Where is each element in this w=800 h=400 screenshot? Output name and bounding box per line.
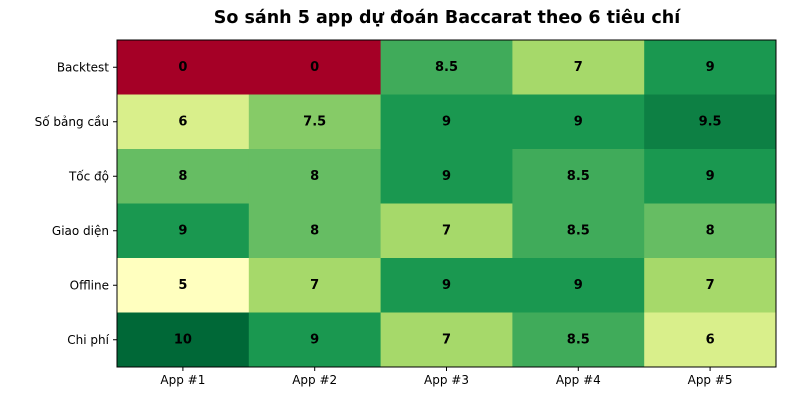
heatmap-cell	[644, 94, 777, 150]
y-tick-label: Backtest	[57, 60, 109, 74]
heatmap-cell	[117, 149, 250, 204]
cell-value-label: 9	[442, 169, 451, 184]
y-tick-label: Giao diện	[52, 224, 109, 238]
cell-value-label: 9	[706, 169, 715, 184]
heatmap-cell	[380, 149, 513, 204]
cell-value-label: 7	[706, 278, 715, 293]
y-tick-label: Chi phí	[67, 333, 109, 347]
heatmap-cell	[117, 312, 250, 368]
heatmap-cell	[248, 258, 382, 313]
heatmap-cell	[380, 258, 513, 313]
cell-value-label: 9	[574, 114, 583, 129]
cell-value-label: 9	[442, 114, 451, 129]
cell-value-label: 9	[442, 278, 451, 293]
heatmap-cell	[512, 149, 645, 204]
cell-value-label: 8.5	[435, 60, 458, 75]
cell-value-label: 9.5	[699, 114, 722, 129]
heatmap-cell	[380, 312, 513, 368]
cell-value-label: 9	[178, 223, 187, 238]
cell-value-label: 7.5	[303, 114, 326, 129]
cell-value-label: 7	[574, 60, 583, 75]
heatmap-cell	[644, 40, 777, 95]
heatmap-cell	[512, 258, 645, 313]
heatmap-cell	[512, 203, 645, 259]
x-tick-label: App #4	[556, 373, 601, 387]
x-tick-label: App #2	[292, 373, 337, 387]
cell-value-label: 8	[310, 169, 319, 184]
heatmap-cell	[248, 149, 382, 204]
cell-value-label: 9	[706, 60, 715, 75]
heatmap-cell	[380, 203, 513, 259]
x-tick-label: App #3	[424, 373, 469, 387]
heatmap-cell	[380, 94, 513, 150]
y-tick-label: Số bảng cầu	[35, 115, 109, 129]
cell-value-label: 6	[706, 332, 715, 347]
cell-value-label: 8	[310, 223, 319, 238]
cell-value-label: 8.5	[567, 223, 590, 238]
x-tick-label: App #5	[688, 373, 733, 387]
cell-value-label: 7	[310, 278, 319, 293]
cell-value-label: 8.5	[567, 169, 590, 184]
heatmap-cell	[248, 40, 382, 95]
x-tick-label: App #1	[160, 373, 205, 387]
heatmap-cell	[248, 312, 382, 368]
heatmap-cell	[117, 40, 250, 95]
cell-value-label: 6	[178, 114, 187, 129]
heatmap-cell	[644, 203, 777, 259]
heatmap-cell	[644, 258, 777, 313]
heatmap-cell	[512, 312, 645, 368]
heatmap-cell	[248, 94, 382, 150]
cell-value-label: 8	[706, 223, 715, 238]
cell-value-label: 5	[178, 278, 187, 293]
y-axis: Backtest Số bảng cầu Tốc độ Giao diện Offlin…	[35, 60, 117, 347]
cell-value-label: 8.5	[567, 332, 590, 347]
heatmap-cell	[512, 40, 645, 95]
chart-title: So sánh 5 app dự đoán Baccarat theo 6 ti…	[213, 8, 681, 28]
cell-value-label: 7	[442, 332, 451, 347]
heatmap-cell	[644, 312, 777, 368]
heatmap-cell	[117, 258, 250, 313]
cell-value-label: 9	[310, 332, 319, 347]
heatmap-cell-labels: 0 0 8.5 7 9 6 7.5 9 9 9.5 8 8 9 8.5 9 9 8 7 8.5 8 5 7 9 9 7 10 9 7 8…	[174, 60, 722, 348]
heatmap-cell	[644, 149, 777, 204]
cell-value-label: 0	[178, 60, 187, 75]
heatmap-cell	[248, 203, 382, 259]
cell-value-label: 8	[178, 169, 187, 184]
y-tick-label: Tốc độ	[68, 169, 109, 183]
heatmap-cell	[512, 94, 645, 150]
heatmap-cell	[380, 40, 513, 95]
heatmap-cell	[117, 203, 250, 259]
cell-value-label: 9	[574, 278, 583, 293]
cell-value-label: 10	[174, 332, 192, 347]
cell-value-label: 7	[442, 223, 451, 238]
x-axis: App #1 App #2 App #3 App #4 App #5	[160, 367, 733, 387]
y-tick-label: Offline	[70, 278, 109, 292]
heatmap-cells	[117, 40, 777, 368]
heatmap-cell	[117, 94, 250, 150]
cell-value-label: 0	[310, 60, 319, 75]
